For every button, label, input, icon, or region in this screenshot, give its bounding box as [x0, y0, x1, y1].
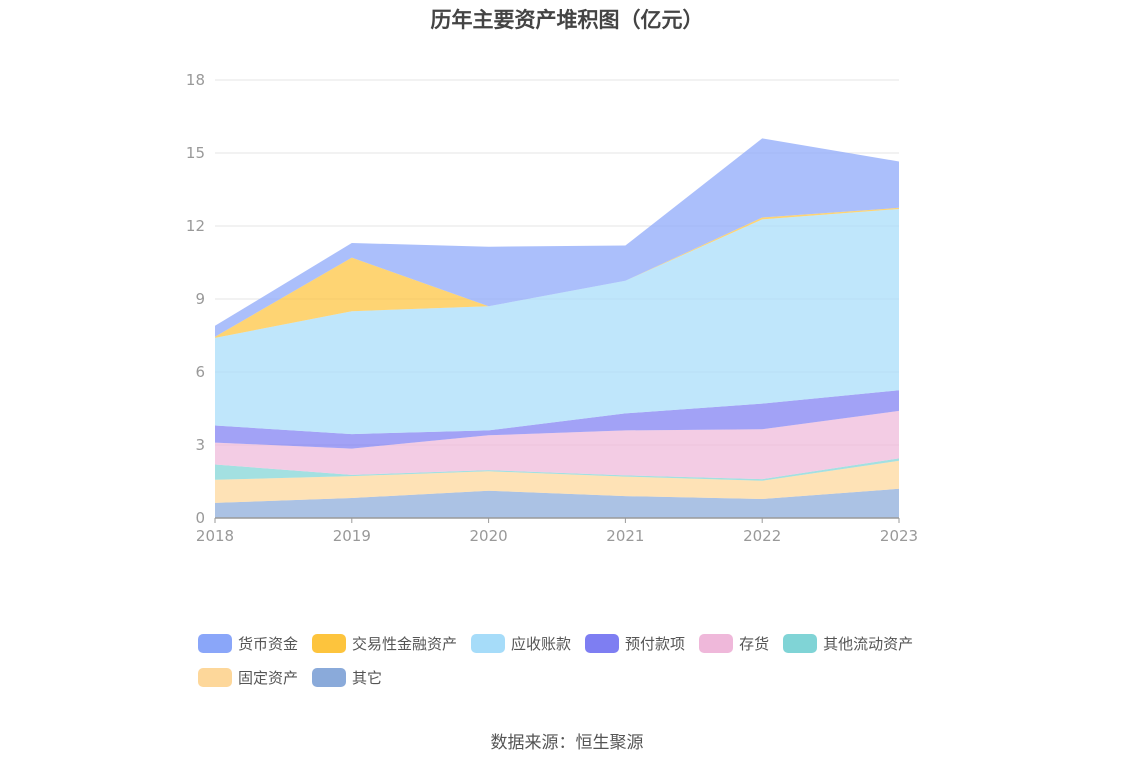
- x-tick-label: 2021: [606, 527, 644, 545]
- legend-label: 应收账款: [511, 634, 572, 653]
- legend-swatch: [198, 667, 232, 687]
- legend-item[interactable]: 其它: [312, 666, 382, 688]
- data-source: 数据来源：恒生聚源: [490, 733, 644, 753]
- legend-swatch: [783, 633, 818, 653]
- area-series-交易性金融资产: [215, 207, 899, 338]
- area-series-存货: [215, 410, 899, 480]
- legend-label: 其他流动资产: [823, 634, 914, 653]
- x-tick-label: 2022: [743, 527, 781, 545]
- area-series-货币资金: [215, 138, 899, 337]
- y-tick-label: 12: [186, 217, 205, 235]
- y-tick-label: 9: [195, 290, 205, 308]
- stacked-area-chart: 0 3 6 9 12 15 18 2018 2019 2020 2021 2022 2023: [186, 71, 918, 545]
- legend-label: 货币资金: [238, 634, 299, 653]
- area-series-固定资产: [215, 460, 899, 503]
- x-tick-label: 2018: [196, 527, 234, 545]
- legend-swatch: [585, 633, 620, 653]
- legend-label: 固定资产: [238, 668, 299, 687]
- legend-item[interactable]: 应收账款: [471, 632, 571, 654]
- y-tick-label: 15: [186, 144, 205, 162]
- x-tick-label: 2019: [333, 527, 371, 545]
- area-series-其它: [215, 488, 899, 518]
- legend-swatch: [312, 667, 347, 687]
- chart-legend: 货币资金 交易性金融资产 应收账款 预付款项 存货 其他流动资产固定资产 其它: [198, 632, 958, 700]
- y-tick-label: 0: [195, 509, 205, 527]
- legend-label: 存货: [739, 634, 770, 653]
- area-series-预付款项: [215, 390, 899, 449]
- legend-item[interactable]: 货币资金: [198, 632, 298, 654]
- legend-item[interactable]: 存货: [699, 632, 769, 654]
- legend-label: 预付款项: [625, 634, 686, 653]
- y-tick-label: 6: [195, 363, 205, 381]
- legend-swatch: [312, 633, 347, 653]
- x-tick-label: 2023: [880, 527, 918, 545]
- area-series-应收账款: [215, 209, 899, 435]
- legend-label: 其它: [352, 668, 383, 687]
- legend-swatch: [198, 633, 232, 653]
- legend-item[interactable]: 交易性金融资产: [312, 632, 457, 654]
- legend-item[interactable]: 固定资产: [198, 666, 298, 688]
- legend-swatch: [699, 633, 734, 653]
- x-tick-label: 2020: [470, 527, 508, 545]
- legend-label: 交易性金融资产: [352, 634, 458, 653]
- y-tick-label: 18: [186, 71, 205, 89]
- y-tick-label: 3: [195, 436, 205, 454]
- legend-item[interactable]: 预付款项: [585, 632, 685, 654]
- legend-item[interactable]: 其他流动资产: [783, 632, 913, 654]
- chart-title: 历年主要资产堆积图（亿元）: [430, 8, 704, 32]
- legend-swatch: [471, 633, 506, 653]
